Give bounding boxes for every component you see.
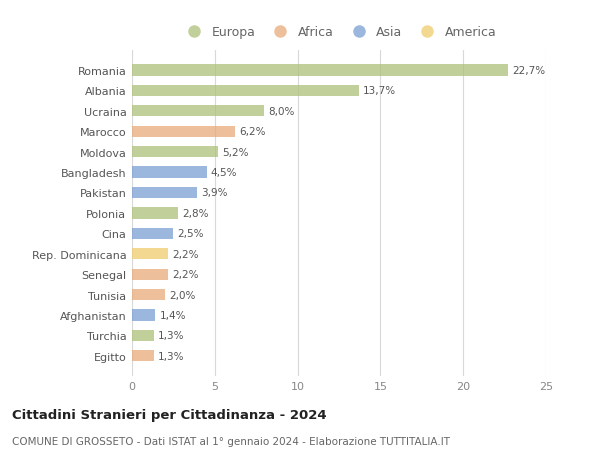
Text: 22,7%: 22,7% bbox=[512, 66, 545, 76]
Text: 8,0%: 8,0% bbox=[269, 106, 295, 117]
Text: 2,0%: 2,0% bbox=[169, 290, 196, 300]
Text: 1,4%: 1,4% bbox=[160, 310, 186, 320]
Text: 1,3%: 1,3% bbox=[158, 351, 184, 361]
Bar bbox=[132, 350, 154, 362]
Bar bbox=[132, 65, 508, 77]
Bar bbox=[132, 330, 154, 341]
Bar bbox=[132, 106, 265, 117]
Bar bbox=[132, 167, 206, 178]
Bar bbox=[132, 86, 359, 97]
Text: 2,2%: 2,2% bbox=[173, 249, 199, 259]
Bar bbox=[132, 249, 169, 260]
Bar bbox=[132, 208, 178, 219]
Text: 2,5%: 2,5% bbox=[178, 229, 204, 239]
Text: Cittadini Stranieri per Cittadinanza - 2024: Cittadini Stranieri per Cittadinanza - 2… bbox=[12, 409, 326, 421]
Bar bbox=[132, 126, 235, 138]
Bar bbox=[132, 228, 173, 240]
Bar bbox=[132, 289, 165, 301]
Text: COMUNE DI GROSSETO - Dati ISTAT al 1° gennaio 2024 - Elaborazione TUTTITALIA.IT: COMUNE DI GROSSETO - Dati ISTAT al 1° ge… bbox=[12, 436, 450, 446]
Bar bbox=[132, 187, 197, 199]
Bar bbox=[132, 147, 218, 158]
Bar bbox=[132, 269, 169, 280]
Text: 1,3%: 1,3% bbox=[158, 330, 184, 341]
Bar bbox=[132, 310, 155, 321]
Text: 3,9%: 3,9% bbox=[201, 188, 227, 198]
Text: 13,7%: 13,7% bbox=[363, 86, 396, 96]
Text: 5,2%: 5,2% bbox=[222, 147, 249, 157]
Text: 2,2%: 2,2% bbox=[173, 269, 199, 280]
Legend: Europa, Africa, Asia, America: Europa, Africa, Asia, America bbox=[176, 21, 502, 44]
Text: 6,2%: 6,2% bbox=[239, 127, 265, 137]
Text: 2,8%: 2,8% bbox=[182, 208, 209, 218]
Text: 4,5%: 4,5% bbox=[211, 168, 237, 178]
